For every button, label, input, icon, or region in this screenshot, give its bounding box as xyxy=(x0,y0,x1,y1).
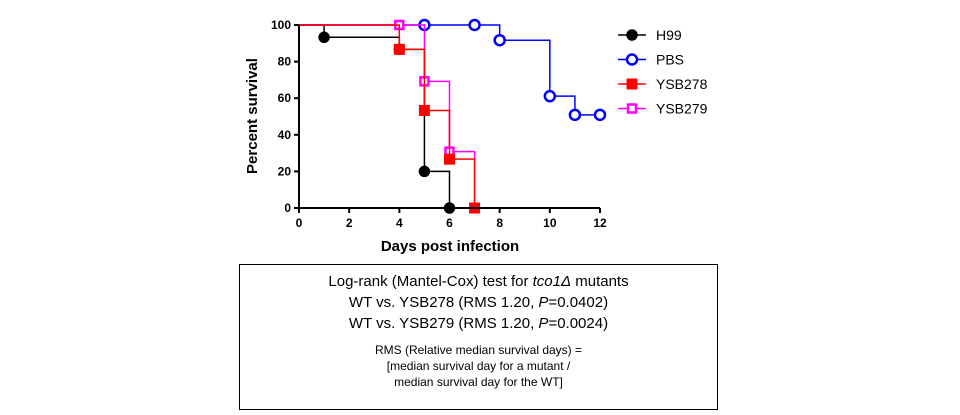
stats-gene-name: tco1Δ xyxy=(532,273,572,290)
data-point-ysb278-1 xyxy=(418,104,430,116)
y-axis-label: Percent survival xyxy=(244,58,261,174)
legend-label-ysb279: YSB279 xyxy=(656,101,708,117)
series-line-ysb278 xyxy=(299,24,476,208)
x-tick-label-6: 12 xyxy=(593,216,607,230)
y-tick-label-5: 100 xyxy=(271,18,291,32)
y-tick-label-1: 20 xyxy=(278,164,292,178)
x-tick-label-4: 8 xyxy=(496,216,503,230)
y-tick-label-2: 40 xyxy=(278,128,292,142)
data-point-pbs-1 xyxy=(468,18,481,32)
data-point-h99-2 xyxy=(418,165,431,178)
stats-ysb278-value: =0.0402) xyxy=(548,294,609,311)
series-line-ysb279 xyxy=(299,24,476,208)
x-tick-label-1: 2 xyxy=(346,216,353,230)
rms-definition-line2: [median survival day for a mutant / xyxy=(386,359,571,373)
data-point-pbs-4 xyxy=(568,108,582,122)
stats-ysb278-p: P xyxy=(538,294,549,311)
stats-box: Log-rank (Mantel-Cox) test for tco1Δ mut… xyxy=(239,264,718,410)
data-point-pbs-2 xyxy=(493,33,506,47)
series-line-h99 xyxy=(299,24,451,208)
x-tick-label-2: 4 xyxy=(396,216,403,230)
data-point-h99-0 xyxy=(318,31,330,44)
stats-ysb279-value: =0.0024) xyxy=(548,315,609,332)
legend-label-h99: H99 xyxy=(656,27,682,43)
stats-ysb279-comparison: WT vs. YSB279 (RMS 1.20, P=0.0024) xyxy=(240,313,717,334)
data-point-pbs-3 xyxy=(543,89,557,103)
y-tick-label-3: 60 xyxy=(278,91,292,105)
stats-ysb279-p: P xyxy=(538,315,549,332)
legend: H99 PBS YSB278 YSB279 xyxy=(618,27,708,117)
stats-title: Log-rank (Mantel-Cox) test for tco1Δ mut… xyxy=(240,271,717,292)
data-point-ysb278-2 xyxy=(444,153,455,165)
legend-label-pbs: PBS xyxy=(656,52,684,68)
legend-marker-ysb279 xyxy=(626,103,638,114)
legend-marker-ysb278 xyxy=(626,78,638,90)
axes: Percent survival Days post infection 0 2 4… xyxy=(244,18,607,255)
x-tick-label-0: 0 xyxy=(296,216,303,230)
rms-definition-line3: median survival day for the WT] xyxy=(394,375,563,389)
data-point-pbs-5 xyxy=(593,108,607,122)
stats-title-suffix: mutants xyxy=(571,273,629,290)
data-point-ysb278-0 xyxy=(393,43,405,55)
y-tick-label-0: 0 xyxy=(284,201,291,215)
y-tick-label-4: 80 xyxy=(278,55,292,69)
survival-chart: Percent survival Days post infection 0 2 4… xyxy=(244,18,708,255)
plot-area xyxy=(299,18,607,214)
x-tick-label-5: 10 xyxy=(543,216,557,230)
x-tick-label-3: 6 xyxy=(446,216,453,230)
legend-marker-h99 xyxy=(626,29,638,41)
stats-ysb278-comparison: WT vs. YSB278 (RMS 1.20, P=0.0402) xyxy=(240,292,717,313)
stats-title-prefix: Log-rank (Mantel-Cox) test for xyxy=(328,273,533,290)
stats-ysb279-prefix: WT vs. YSB279 (RMS 1.20, xyxy=(348,315,539,332)
legend-label-ysb278: YSB278 xyxy=(656,76,708,92)
legend-marker-pbs xyxy=(625,53,639,66)
stats-ysb278-prefix: WT vs. YSB278 (RMS 1.20, xyxy=(348,294,539,311)
rms-definition-line1: RMS (Relative median survival days) = xyxy=(374,343,583,357)
x-axis-label: Days post infection xyxy=(381,238,519,255)
